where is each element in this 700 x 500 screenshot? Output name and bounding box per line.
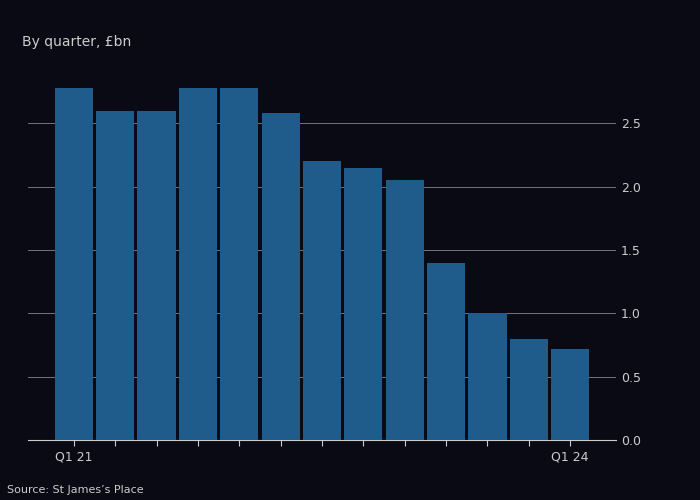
Text: By quarter, £bn: By quarter, £bn <box>22 35 132 49</box>
Bar <box>137 110 176 440</box>
Bar <box>178 88 217 440</box>
Bar <box>510 338 548 440</box>
Bar <box>427 262 466 440</box>
Bar <box>220 88 258 440</box>
Bar <box>262 113 300 440</box>
Bar <box>468 314 507 440</box>
Bar <box>303 162 341 440</box>
Text: Source: St James’s Place: Source: St James’s Place <box>7 485 143 495</box>
Bar <box>344 168 382 440</box>
Bar <box>386 180 424 440</box>
Bar <box>551 349 589 440</box>
Bar <box>55 88 93 440</box>
Bar <box>96 110 134 440</box>
